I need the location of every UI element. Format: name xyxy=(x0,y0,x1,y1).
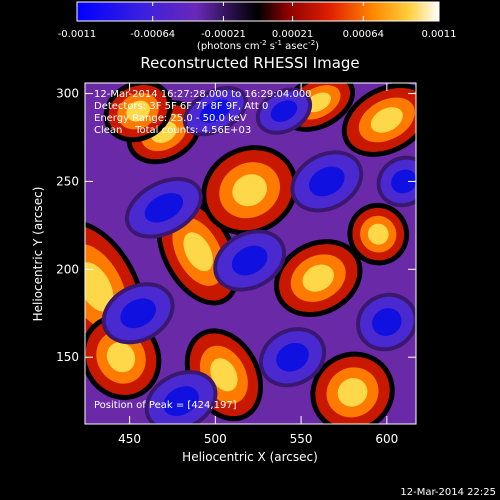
colorbar-tick-label: 0.00064 xyxy=(343,29,384,40)
colorbar-unit-label: (photons cm-2 s-1 asec-2) xyxy=(197,39,319,52)
heatmap-positive-core xyxy=(85,262,114,312)
annotation-clean-counts: Clean Total counts: 4.56E+03 xyxy=(94,125,251,136)
annotation-peak-position: Position of Peak = [424,197] xyxy=(94,400,237,411)
heatmap-positive-core xyxy=(337,378,368,407)
heatmap-negative-core xyxy=(391,169,416,194)
y-tick-label: 200 xyxy=(56,262,79,276)
heatmap-negative-core xyxy=(276,342,309,372)
y-tick-label: 300 xyxy=(56,87,79,101)
heatmap-negative-core xyxy=(144,193,184,223)
plot-frame xyxy=(84,82,417,425)
x-tick-label: 600 xyxy=(375,432,398,446)
heatmap-positive-core xyxy=(367,223,389,245)
axis-ticks: 450 500 550 600 150 200 250 300 xyxy=(56,83,416,446)
annotation-time-range: 12-Mar-2014 16:27:28.000 to 16:29:04.000 xyxy=(94,89,312,100)
annotation-detectors: Detectors: 3F 5F 6F 7F 8F 9F, Att 0 xyxy=(94,101,268,112)
heatmap-negative-core xyxy=(270,100,298,122)
x-tick-label: 550 xyxy=(290,432,313,446)
heatmap-positive-core xyxy=(183,232,213,272)
colorbar-ticks: -0.0011 -0.00064 -0.00021 0.00021 0.00064 0.0… xyxy=(58,2,457,40)
colorbar xyxy=(76,1,440,22)
colorbar-tick-label: 0.00021 xyxy=(272,29,313,40)
colorbar-tick-label: -0.00064 xyxy=(130,29,175,40)
heatmap-positive-core xyxy=(106,342,136,373)
heatmap-negative-core xyxy=(372,308,402,336)
heatmap-positive-core xyxy=(302,264,334,292)
heatmap-positive-core xyxy=(232,174,267,207)
y-tick-label: 150 xyxy=(56,350,79,364)
heatmap-negative-core xyxy=(163,386,199,417)
annotation-energy-range: Energy Range: 25.0 - 50.0 keV xyxy=(94,113,247,124)
x-tick-label: 450 xyxy=(118,432,141,446)
y-tick-label: 250 xyxy=(56,174,79,188)
heatmap-image xyxy=(85,83,416,424)
x-tick-label: 500 xyxy=(204,432,227,446)
colorbar-tick-label: 0.0011 xyxy=(422,29,457,40)
colorbar-tick-label: -0.00021 xyxy=(201,29,246,40)
heatmap-positive-core xyxy=(210,358,238,392)
heatmap-negative-core xyxy=(308,166,345,197)
heatmap-negative-core xyxy=(120,298,156,329)
chart-title: Reconstructed RHESSI Image xyxy=(140,54,359,72)
heatmap-positive-core xyxy=(370,107,403,133)
heatmap-negative-core xyxy=(231,245,268,276)
colorbar-tick-label: -0.0011 xyxy=(58,29,97,40)
x-axis-label: Heliocentric X (arcsec) xyxy=(182,450,318,464)
footer-timestamp: 12-Mar-2014 22:25 xyxy=(400,487,496,498)
y-axis-label: Heliocentric Y (arcsec) xyxy=(31,187,45,322)
heatmap-negative-core xyxy=(199,99,232,123)
heatmap-positive-core xyxy=(126,100,151,122)
